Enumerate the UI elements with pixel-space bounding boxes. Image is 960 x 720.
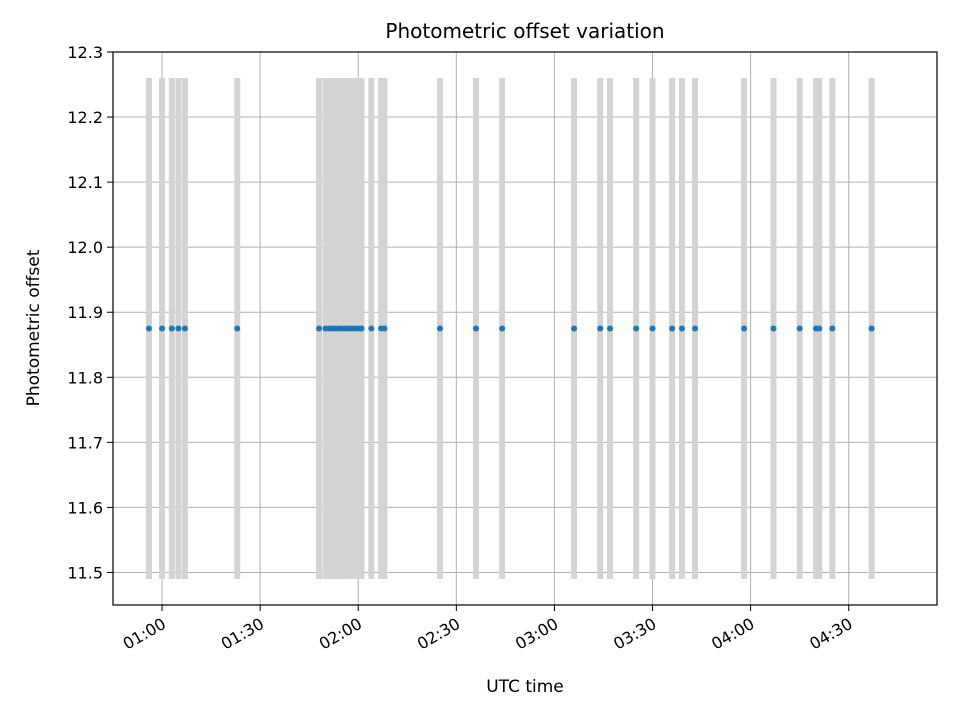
data-point xyxy=(770,325,777,332)
data-point xyxy=(816,325,823,332)
data-point xyxy=(145,325,152,332)
data-point xyxy=(175,325,182,332)
y-tick-label: 12.0 xyxy=(67,238,103,257)
data-point xyxy=(678,325,685,332)
y-axis-label: Photometric offset xyxy=(24,249,44,406)
data-point xyxy=(358,325,365,332)
chart-title: Photometric offset variation xyxy=(385,19,664,43)
data-point xyxy=(168,325,175,332)
data-point xyxy=(633,325,640,332)
data-point xyxy=(436,325,443,332)
data-point xyxy=(868,325,875,332)
data-points xyxy=(145,325,875,332)
data-point xyxy=(607,325,614,332)
y-tick-label: 12.1 xyxy=(67,173,103,192)
data-point xyxy=(692,325,699,332)
data-point xyxy=(316,325,322,332)
plot-frame xyxy=(112,51,938,606)
data-point xyxy=(368,325,375,332)
data-point xyxy=(829,325,836,332)
data-point xyxy=(159,325,166,332)
data-point xyxy=(669,325,676,332)
data-point xyxy=(571,325,578,332)
data-point xyxy=(796,325,803,332)
y-tick-label: 11.9 xyxy=(67,303,103,322)
data-point xyxy=(649,325,656,332)
data-point xyxy=(597,325,604,332)
x-axis-label: UTC time xyxy=(486,677,564,697)
y-tick-label: 11.8 xyxy=(67,368,103,387)
y-tick-label: 11.6 xyxy=(67,498,103,517)
y-axis-ticks: 11.5 11.6 11.7 11.8 11.9 12.0 12.1 12.2 12.3 xyxy=(67,43,113,582)
data-point xyxy=(381,325,388,332)
data-point xyxy=(741,325,748,332)
y-tick-label: 11.7 xyxy=(67,433,103,452)
data-point xyxy=(499,325,506,332)
data-point xyxy=(234,325,241,332)
y-tick-label: 11.5 xyxy=(67,563,103,582)
y-tick-label: 12.2 xyxy=(67,108,103,127)
data-point xyxy=(181,325,188,332)
data-point xyxy=(472,325,479,332)
y-tick-label: 12.3 xyxy=(67,43,103,62)
